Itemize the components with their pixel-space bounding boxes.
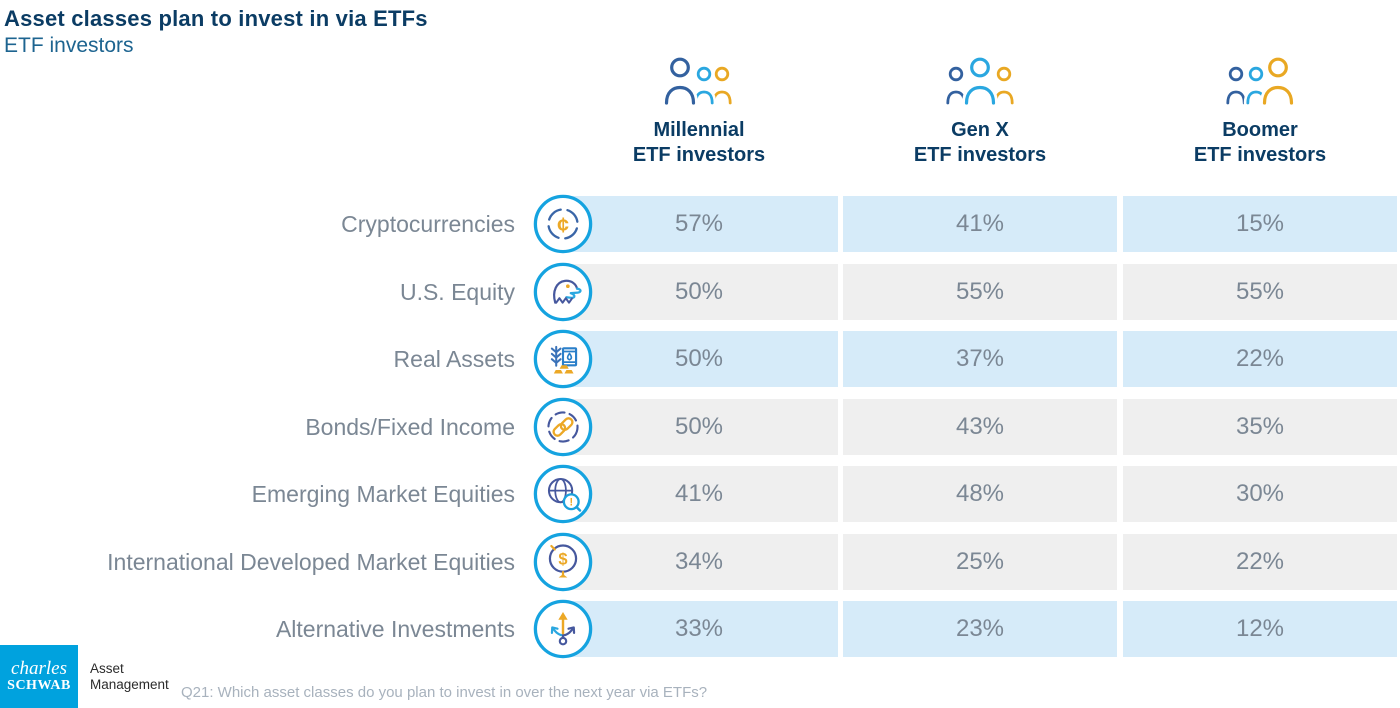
globe-magnifier-icon: ! [532, 463, 594, 525]
chain-link-icon [532, 396, 594, 458]
value-cell: 41% [843, 196, 1117, 252]
boomer-group-icon [1223, 56, 1297, 109]
row-label: International Developed Market Equities [107, 549, 515, 575]
value-cell: 50% [560, 399, 838, 455]
row-label: U.S. Equity [399, 279, 515, 305]
svg-text:¢: ¢ [557, 213, 569, 237]
value-cell: 30% [1123, 466, 1397, 522]
row-label: Bonds/Fixed Income [305, 414, 515, 440]
value-cell: 37% [843, 331, 1117, 387]
value-cell: 41% [560, 466, 838, 522]
logo-charles-text: charles [11, 658, 67, 679]
globe-dollar-icon: $ [532, 531, 594, 593]
value-cell: 22% [1123, 534, 1397, 590]
table-row-international-developed: 34% 25% 22% International Developed Mark… [0, 531, 1400, 593]
value-cell: 50% [560, 264, 838, 320]
table-row-real-assets: 50% 37% 22% Real Assets [0, 328, 1400, 390]
value-cell: 35% [1123, 399, 1397, 455]
branching-arrows-icon [532, 598, 594, 660]
charles-schwab-logo: charles SCHWAB [0, 645, 78, 708]
table-row-alternative-investments: 33% 23% 12% Alternative Investments [0, 598, 1400, 660]
millennial-group-icon [662, 56, 736, 109]
table-row-us-equity: 50% 55% 55% U.S. Equity [0, 261, 1400, 323]
value-cell: 57% [560, 196, 838, 252]
wheat-barrel-gold-icon [532, 328, 594, 390]
row-label: Emerging Market Equities [251, 481, 515, 507]
value-cell: 12% [1123, 601, 1397, 657]
value-cell: 22% [1123, 331, 1397, 387]
value-cell: 34% [560, 534, 838, 590]
column-header-millennial: Millennial ETF investors [560, 56, 838, 168]
svg-text:$: $ [558, 550, 567, 568]
value-cell: 25% [843, 534, 1117, 590]
value-cell: 50% [560, 331, 838, 387]
asset-management-label: Asset Management [90, 661, 169, 692]
survey-question-footnote: Q21: Which asset classes do you plan to … [181, 684, 708, 701]
row-label: Alternative Investments [275, 616, 515, 642]
page-subtitle: ETF investors [4, 34, 134, 57]
column-header-boomer: Boomer ETF investors [1123, 56, 1397, 168]
genx-group-icon [943, 56, 1017, 109]
eagle-icon [532, 261, 594, 323]
value-cell: 23% [843, 601, 1117, 657]
value-cell: 43% [843, 399, 1117, 455]
value-cell: 55% [1123, 264, 1397, 320]
cryptocurrency-cent-icon: ¢ [532, 193, 594, 255]
column-label: Millennial ETF investors [632, 119, 766, 166]
page-title: Asset classes plan to invest in via ETFs [4, 6, 428, 31]
column-header-genx: Gen X ETF investors [843, 56, 1117, 168]
value-cell: 48% [843, 466, 1117, 522]
value-cell: 33% [560, 601, 838, 657]
table-row-bonds-fixed-income: 50% 43% 35% Bonds/Fixed Income [0, 396, 1400, 458]
value-cell: 55% [843, 264, 1117, 320]
table-row-cryptocurrencies: 57% 41% 15% Cryptocurrencies ¢ [0, 193, 1400, 255]
table-row-emerging-market-equities: 41% 48% 30% Emerging Market Equities ! [0, 463, 1400, 525]
column-label: Gen X ETF investors [913, 119, 1047, 166]
column-label: Boomer ETF investors [1193, 119, 1327, 166]
row-label: Cryptocurrencies [341, 211, 515, 237]
row-label: Real Assets [393, 346, 515, 372]
svg-text:!: ! [569, 497, 573, 509]
logo-schwab-text: SCHWAB [7, 678, 71, 693]
value-cell: 15% [1123, 196, 1397, 252]
